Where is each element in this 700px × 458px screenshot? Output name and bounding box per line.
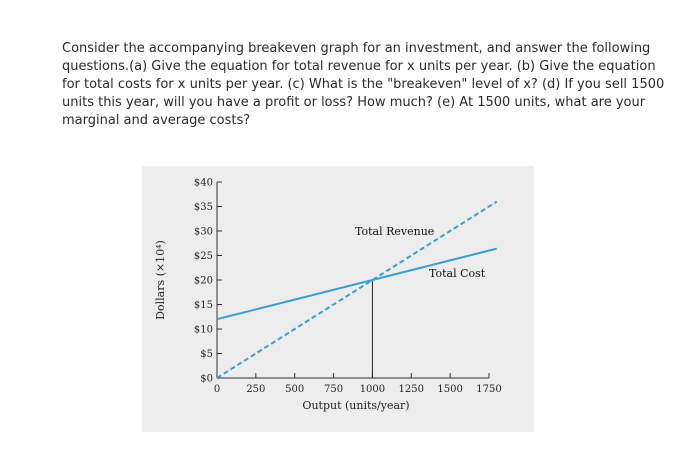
chart-ticks: $0 $5 $10 $15 $20 $25 $30 $35 $40 0 250 500 750 1000 1… — [194, 178, 502, 396]
total-revenue-label: Total Revenue — [355, 225, 434, 238]
chart-axes — [216, 182, 489, 379]
x-tick-label: 1750 — [476, 384, 501, 395]
y-tick-label: $25 — [194, 251, 213, 262]
breakeven-chart-svg: $0 $5 $10 $15 $20 $25 $30 $35 $40 0 250 500 750 1000 1… — [154, 178, 502, 413]
breakeven-chart: $0 $5 $10 $15 $20 $25 $30 $35 $40 0 250 500 750 1000 1… — [142, 166, 534, 432]
y-axis-title: Dollars (×10⁴) — [154, 240, 167, 320]
question-text: Consider the accompanying breakeven grap… — [62, 41, 665, 128]
x-tick-label: 500 — [285, 384, 304, 395]
y-tick-label: $35 — [194, 202, 213, 213]
x-tick-label: 1250 — [399, 384, 424, 395]
y-tick-label: $10 — [194, 325, 213, 336]
x-tick-label: 1000 — [360, 384, 385, 395]
y-tick-label: $20 — [194, 276, 213, 287]
x-tick-label: 0 — [214, 384, 220, 395]
x-tick-label: 1500 — [437, 384, 462, 395]
y-tick-label: $15 — [194, 300, 213, 311]
x-axis-title: Output (units/year) — [302, 399, 409, 412]
chart-labels: Total Revenue Total Cost Output (units/yea… — [154, 225, 486, 412]
y-tick-label: $40 — [194, 178, 213, 189]
x-tick-label: 250 — [246, 384, 265, 395]
chart-series — [217, 200, 498, 378]
y-tick-label: $5 — [200, 349, 213, 360]
y-tick-label: $30 — [194, 227, 213, 238]
total-cost-label: Total Cost — [429, 267, 486, 280]
x-tick-label: 750 — [324, 384, 343, 395]
y-tick-label: $0 — [200, 374, 213, 385]
total-revenue-line — [217, 200, 498, 378]
total-cost-line — [217, 247, 498, 321]
